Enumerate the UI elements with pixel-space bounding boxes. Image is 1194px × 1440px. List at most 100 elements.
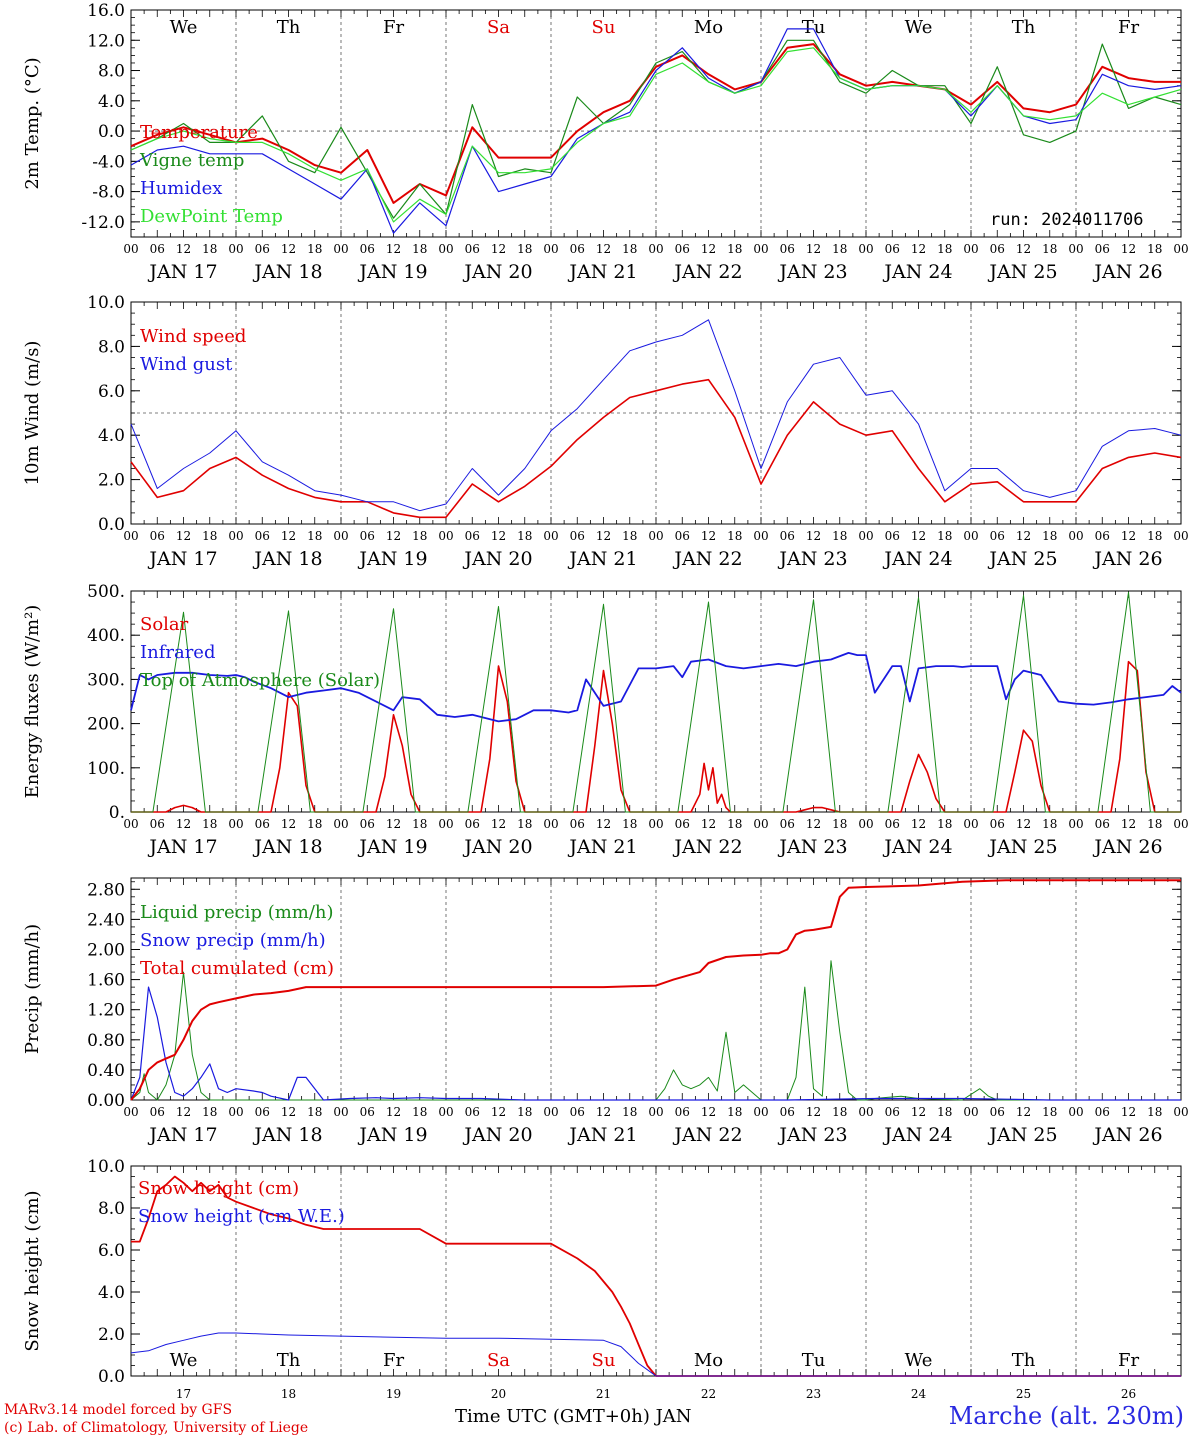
hour-label: 12 xyxy=(701,817,716,831)
hour-label: 00 xyxy=(228,1105,243,1119)
day-label: Th xyxy=(277,17,301,38)
hour-label: 18 xyxy=(1147,817,1162,831)
panel-2: 10.0 8.0 6.0 4.0 2.0 0.0 10m Wind (m/s) 00 06 12 1… xyxy=(22,293,1189,570)
day-label: Tu xyxy=(802,17,826,38)
hour-label: 12 xyxy=(491,817,506,831)
y-tick-label: -8.0 xyxy=(92,183,125,203)
date-label: JAN 24 xyxy=(882,1124,952,1146)
date-label: JAN 26 xyxy=(1092,261,1162,283)
y-axis-label: Energy fluxes (W/m²) xyxy=(22,605,43,799)
hour-label: 00 xyxy=(333,817,348,831)
panel-3: 500. 400. 300. 200. 100. 0. Energy fluxes (W/m… xyxy=(22,582,1189,858)
y-axis-label: Precip (mm/h) xyxy=(22,924,43,1054)
hour-label: 00 xyxy=(1068,817,1083,831)
y-tick-label: 10.0 xyxy=(87,1157,125,1177)
hour-label: 18 xyxy=(412,1105,427,1119)
hour-label: 00 xyxy=(333,1105,348,1119)
hour-label: 18 xyxy=(622,817,637,831)
hour-label: 12 xyxy=(596,242,611,256)
hour-label: 12 xyxy=(491,1105,506,1119)
day-label: Th xyxy=(277,1350,301,1371)
hour-label: 18 xyxy=(1147,242,1162,256)
run-label: run: 2024011706 xyxy=(990,210,1144,230)
hour-label: 00 xyxy=(123,242,138,256)
date-label: JAN 26 xyxy=(1092,1124,1162,1146)
hour-label: 00 xyxy=(438,817,453,831)
hour-label: 18 xyxy=(622,242,637,256)
y-tick-label: 10.0 xyxy=(87,293,125,313)
y-tick-label: 8.0 xyxy=(98,1199,125,1219)
y-axis-label: Snow height (cm) xyxy=(22,1190,43,1351)
hour-label: 12 xyxy=(1121,242,1136,256)
date-label: JAN 25 xyxy=(987,1124,1057,1146)
date-label: JAN 25 xyxy=(987,836,1057,858)
hour-label: 00 xyxy=(963,1105,978,1119)
day-label: Mo xyxy=(694,17,723,38)
date-label: JAN 21 xyxy=(567,836,637,858)
hour-label: 18 xyxy=(727,1105,742,1119)
hour-label: 00 xyxy=(123,1105,138,1119)
date-label: JAN 23 xyxy=(777,836,847,858)
panel-5: 10.0 8.0 6.0 4.0 2.0 0.0 Snow height (cm) We Th F… xyxy=(22,1157,1182,1401)
date-label: 20 xyxy=(491,1387,506,1401)
series-line xyxy=(131,660,1181,813)
date-label: JAN 21 xyxy=(567,548,637,570)
date-label: JAN 22 xyxy=(672,836,742,858)
hour-label: 00 xyxy=(543,817,558,831)
hour-label: 00 xyxy=(228,529,243,543)
hour-label: 12 xyxy=(806,242,821,256)
hour-label: 12 xyxy=(806,817,821,831)
series-line xyxy=(130,39,1182,219)
hour-label: 00 xyxy=(333,242,348,256)
hour-label: 06 xyxy=(990,1105,1005,1119)
y-axis-label: 10m Wind (m/s) xyxy=(22,341,43,486)
series-line xyxy=(130,378,1182,519)
hour-label: 18 xyxy=(937,1105,952,1119)
hour-label: 06 xyxy=(360,817,375,831)
day-label: Sa xyxy=(487,1350,510,1371)
y-tick-label: 6.0 xyxy=(98,1241,125,1261)
hour-label: 00 xyxy=(858,817,873,831)
hour-label: 00 xyxy=(1068,242,1083,256)
hour-label: 06 xyxy=(780,242,795,256)
hour-label: 12 xyxy=(806,529,821,543)
y-tick-label: -4.0 xyxy=(92,152,125,172)
hour-label: 00 xyxy=(543,242,558,256)
hour-label: 18 xyxy=(202,1105,217,1119)
hour-label: 18 xyxy=(727,242,742,256)
hour-label: 06 xyxy=(255,242,270,256)
hour-label: 18 xyxy=(832,242,847,256)
date-label: JAN 18 xyxy=(252,836,322,858)
y-tick-label: 8.0 xyxy=(98,62,125,82)
day-label: Su xyxy=(592,17,616,38)
date-label: 18 xyxy=(281,1387,296,1401)
day-label: We xyxy=(905,17,933,38)
hour-label: 06 xyxy=(255,817,270,831)
date-label: JAN 18 xyxy=(252,261,322,283)
legend-entry: Top of Atmosphere (Solar) xyxy=(140,670,380,691)
hour-label: 12 xyxy=(386,529,401,543)
hour-label: 06 xyxy=(990,529,1005,543)
date-label: JAN 17 xyxy=(147,1124,217,1146)
hour-label: 00 xyxy=(1173,817,1188,831)
date-label: JAN 23 xyxy=(777,1124,847,1146)
hour-label: 06 xyxy=(780,817,795,831)
hour-label: 06 xyxy=(780,1105,795,1119)
hour-label: 12 xyxy=(911,242,926,256)
date-label: JAN 22 xyxy=(672,1124,742,1146)
hour-label: 06 xyxy=(570,1105,585,1119)
hour-label: 12 xyxy=(701,242,716,256)
hour-label: 18 xyxy=(727,817,742,831)
hour-label: 00 xyxy=(1068,1105,1083,1119)
date-label: JAN 19 xyxy=(357,836,427,858)
hour-label: 18 xyxy=(1147,529,1162,543)
hour-label: 00 xyxy=(438,529,453,543)
hour-label: 18 xyxy=(937,529,952,543)
series-line xyxy=(130,319,1182,512)
y-tick-label: 0.0 xyxy=(98,515,125,535)
hour-label: 18 xyxy=(622,1105,637,1119)
series-line xyxy=(130,986,1181,1101)
legend-entry: DewPoint Temp xyxy=(140,206,283,227)
hour-label: 00 xyxy=(543,1105,558,1119)
date-label: JAN 20 xyxy=(462,836,532,858)
